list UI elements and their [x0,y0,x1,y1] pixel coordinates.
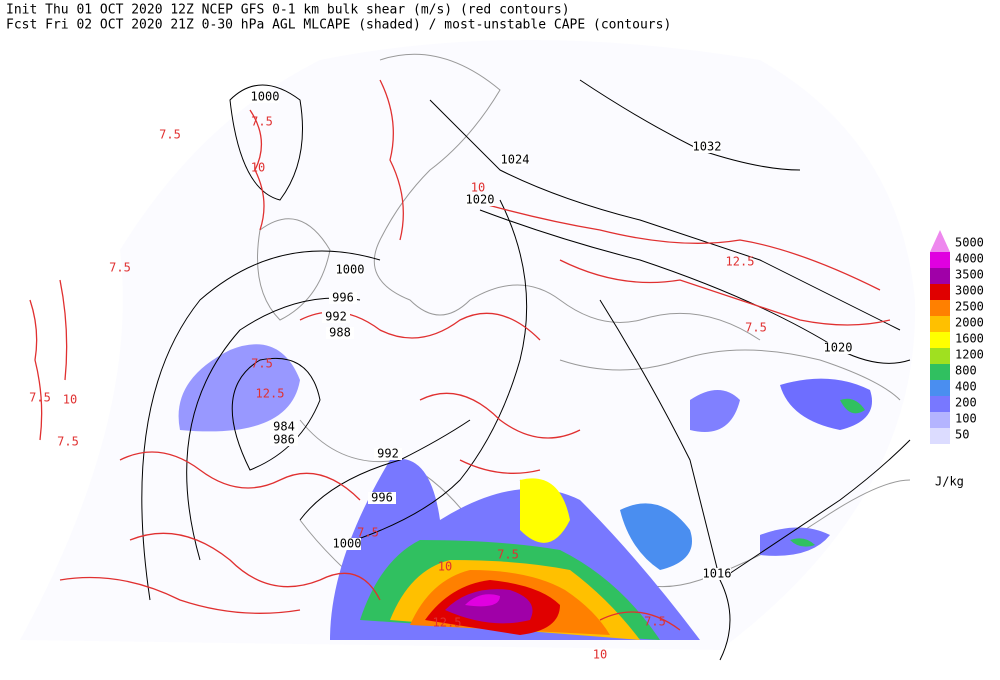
pressure-label: 1024 [501,153,530,167]
shear-label: 7.5 [497,548,519,562]
legend-swatch [930,300,950,316]
pressure-label: 992 [377,447,399,461]
label-bg [333,538,361,550]
label-bg [466,194,494,206]
label-bg [270,434,298,446]
legend-swatch [930,252,950,268]
legend-label: 2500 [955,300,984,314]
legend-label: 3000 [955,284,984,298]
legend-label: 3500 [955,268,984,282]
shear-label: 7.5 [251,115,273,129]
legend-swatch [930,316,950,332]
header-line: Fcst Fri 02 OCT 2020 21Z 0-30 hPa AGL ML… [6,18,671,33]
legend-swatch [930,284,950,300]
pressure-label: 1016 [703,567,732,581]
legend-label: 400 [955,380,977,394]
legend-label: 4000 [955,252,984,266]
shear-label: 12.5 [726,255,755,269]
shear-label: 7.5 [57,435,79,449]
legend-arrow [930,230,950,252]
legend-swatch [930,412,950,428]
shear-label: 10 [471,181,485,195]
label-bg [322,311,350,323]
label-bg [270,421,298,433]
shear-label: 10 [251,161,265,175]
label-bg [329,292,357,304]
legend-swatch [930,396,950,412]
legend-label: 1600 [955,332,984,346]
pressure-label: 1000 [333,537,362,551]
pressure-label: 1000 [336,263,365,277]
label-bg [824,342,852,354]
label-bg [251,91,279,103]
pressure-label: 996 [332,291,354,305]
label-bg [326,327,354,339]
label-bg [693,141,721,153]
legend-swatch [930,380,950,396]
legend-label: 200 [955,396,977,410]
label-bg [501,154,529,166]
shear-label: 7.5 [357,526,379,540]
pressure-label: 992 [325,310,347,324]
legend-label: 1200 [955,348,984,362]
shear-label: 10 [438,560,452,574]
pressure-label: 1000 [251,90,280,104]
shear-label: 10 [63,393,77,407]
legend-swatch [930,364,950,380]
legend-swatch [930,428,950,444]
legend: 5000 4000 3500 3000 2500 2000 1600 1200 800 400 20… [930,230,984,444]
isobars [141,79,911,661]
legend-label: 800 [955,364,977,378]
legend-label: 100 [955,412,977,426]
label-bg [368,492,396,504]
shear-contours [29,79,891,631]
shear-label: 12.5 [256,387,285,401]
shear-label: 7.5 [29,391,51,405]
pressure-label: 1032 [693,140,722,154]
shear-label: 7.5 [644,615,666,629]
cape-shading [178,344,872,640]
pressure-label: 996 [371,491,393,505]
shear-label: 7.5 [159,128,181,142]
shear-label: 12.5 [433,616,462,630]
pressure-label: 1020 [466,193,495,207]
pressure-label: 986 [273,433,295,447]
pressure-label: 988 [329,326,351,340]
pressure-label: 984 [273,420,295,434]
legend-label: 50 [955,428,969,442]
shear-label: 7.5 [109,261,131,275]
legend-label: 2000 [955,316,984,330]
pressure-label: 1020 [824,341,853,355]
label-bg [703,568,731,580]
shear-labels: 7.5 10 7.5 7.5 10 7.5 7.5 10 12.5 12.5 7.5 10 7.5 12.… [29,115,767,662]
shear-label: 10 [593,648,607,662]
legend-unit: J/kg [935,475,964,489]
label-bg [336,264,364,276]
header-line: Init Thu 01 OCT 2020 12Z NCEP GFS 0-1 km… [6,3,570,18]
legend-label: 5000 [955,236,984,250]
shear-label: 7.5 [745,321,767,335]
legend-swatch [930,268,950,284]
legend-swatch [930,332,950,348]
label-bg [374,448,402,460]
shear-label: 7.5 [251,357,273,371]
legend-swatch [930,348,950,364]
